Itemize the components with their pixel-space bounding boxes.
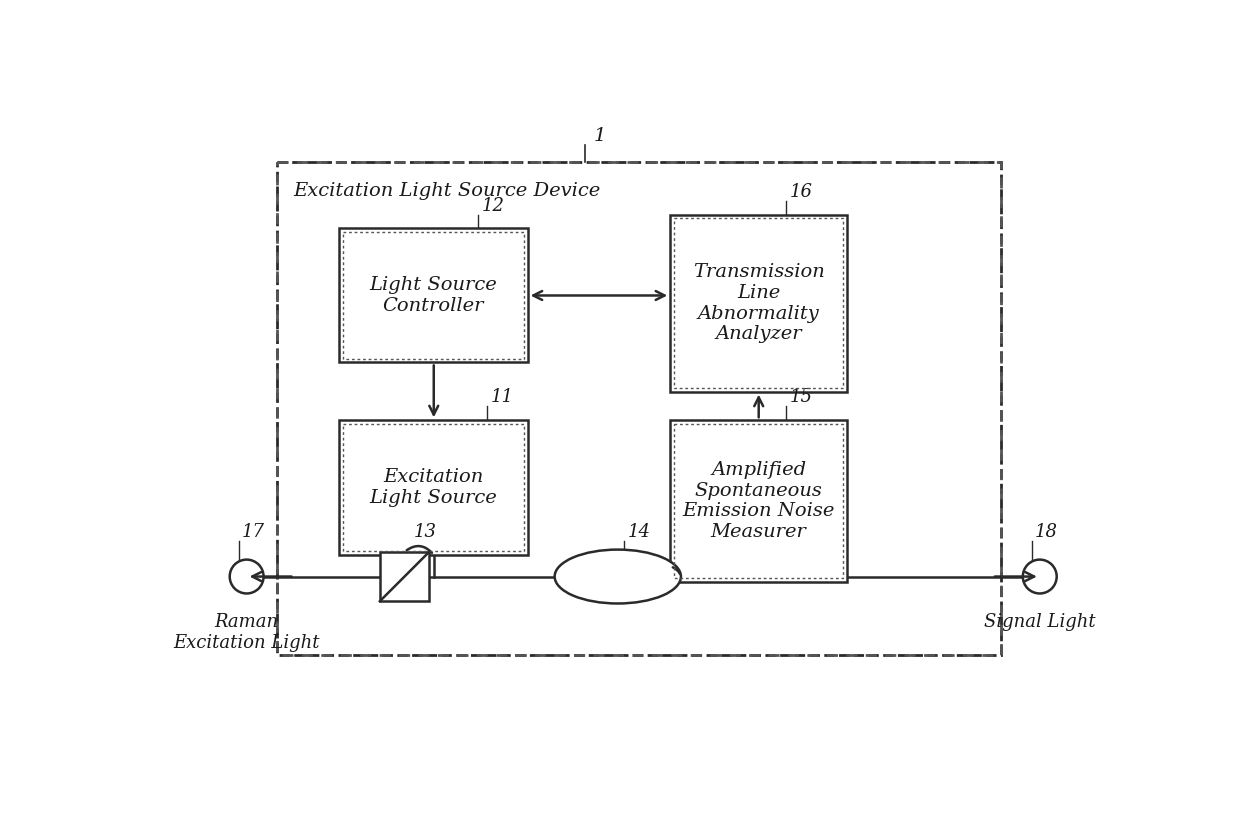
Text: 16: 16 <box>790 183 812 201</box>
Text: 13: 13 <box>414 524 436 541</box>
Bar <box>343 232 523 358</box>
Text: 17: 17 <box>242 524 264 541</box>
Text: 18: 18 <box>1034 524 1058 541</box>
Text: 11: 11 <box>491 388 513 406</box>
Text: Signal Light: Signal Light <box>983 612 1096 631</box>
Circle shape <box>229 560 264 593</box>
Bar <box>343 424 523 551</box>
Bar <box>339 420 528 555</box>
Text: Excitation Light Source Device: Excitation Light Source Device <box>293 181 600 200</box>
Bar <box>670 420 847 582</box>
Bar <box>675 218 843 388</box>
Text: Raman
Excitation Light: Raman Excitation Light <box>174 612 320 652</box>
Bar <box>670 215 847 392</box>
Ellipse shape <box>554 550 681 603</box>
Bar <box>278 162 1001 655</box>
Bar <box>379 552 429 602</box>
Circle shape <box>1023 560 1056 593</box>
Text: 12: 12 <box>481 196 505 215</box>
Text: Transmission
Line
Abnormality
Analyzer: Transmission Line Abnormality Analyzer <box>693 263 825 343</box>
Bar <box>339 227 528 362</box>
Bar <box>675 424 843 578</box>
Text: 15: 15 <box>790 388 812 406</box>
Text: 14: 14 <box>627 524 651 541</box>
Text: Light Source
Controller: Light Source Controller <box>370 276 497 315</box>
Text: Excitation
Light Source: Excitation Light Source <box>370 468 497 507</box>
Text: 1: 1 <box>593 128 605 145</box>
Bar <box>278 162 1001 655</box>
Text: Amplified
Spontaneous
Emission Noise
Measurer: Amplified Spontaneous Emission Noise Mea… <box>682 461 835 541</box>
